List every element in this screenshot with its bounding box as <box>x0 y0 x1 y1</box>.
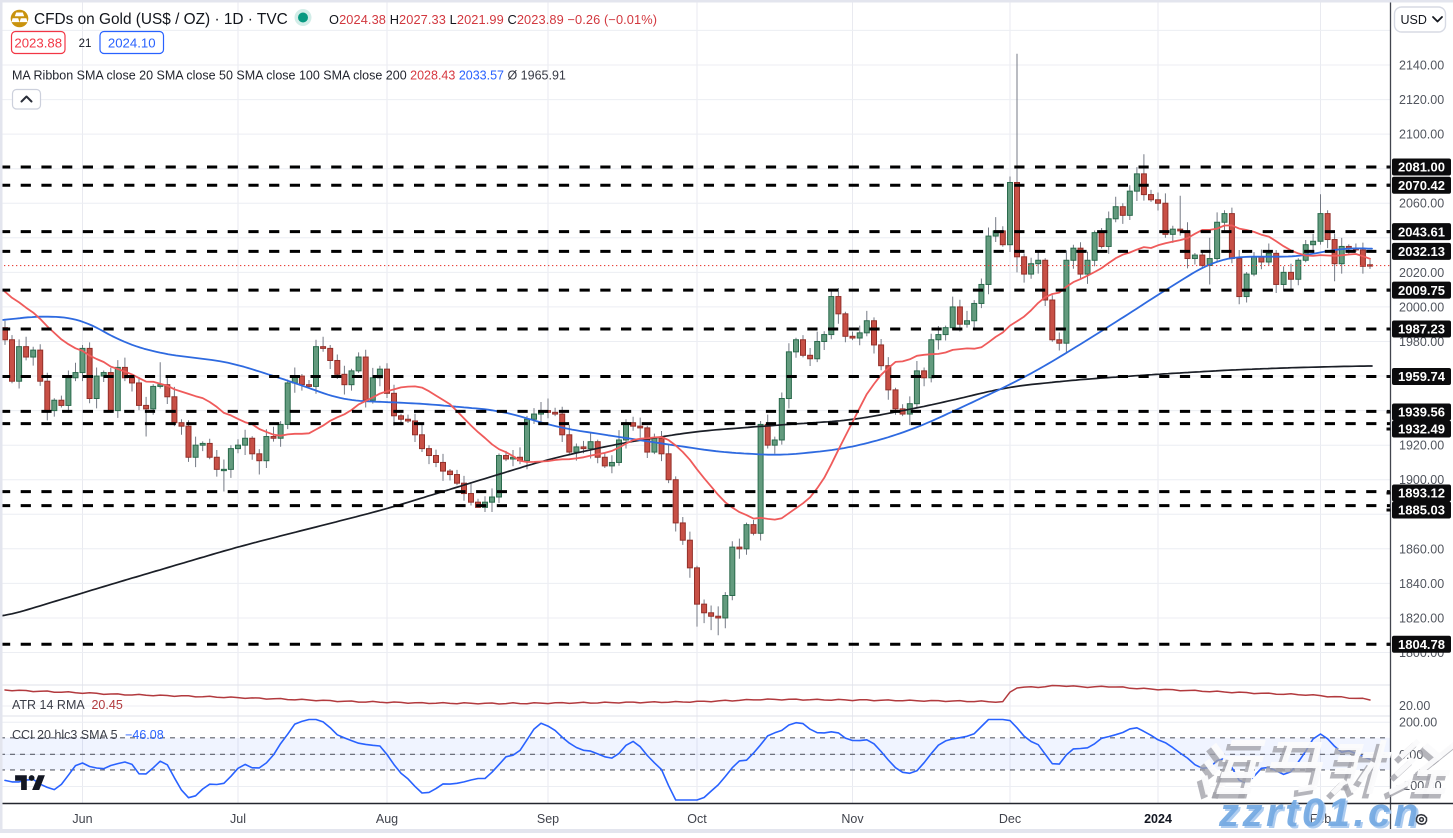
svg-text:1804.78: 1804.78 <box>1398 637 1445 652</box>
svg-text:2060.00: 2060.00 <box>1399 197 1444 211</box>
svg-text:2009.75: 2009.75 <box>1398 283 1445 298</box>
svg-text:2100.00: 2100.00 <box>1399 128 1444 142</box>
svg-text:2140.00: 2140.00 <box>1399 59 1444 73</box>
svg-text:ATR 14 RMA 20.45: ATR 14 RMA 20.45 <box>12 698 123 712</box>
svg-text:CFDs on Gold (US$ / OZ) · 1D ·: CFDs on Gold (US$ / OZ) · 1D · TVC <box>34 11 288 28</box>
svg-text:Oct: Oct <box>687 812 707 826</box>
svg-text:1980.00: 1980.00 <box>1399 335 1444 349</box>
svg-text:1820.00: 1820.00 <box>1399 612 1444 626</box>
svg-text:USD: USD <box>1401 13 1427 27</box>
svg-text:Jun: Jun <box>72 812 92 826</box>
svg-text:Nov: Nov <box>841 812 864 826</box>
svg-text:1987.23: 1987.23 <box>1398 322 1445 337</box>
svg-text:Feb: Feb <box>1310 812 1332 826</box>
svg-text:2023.88: 2023.88 <box>14 36 62 51</box>
svg-text:CCI 20 hlc3 SMA 5 −46.08: CCI 20 hlc3 SMA 5 −46.08 <box>12 728 164 742</box>
svg-text:Aug: Aug <box>376 812 398 826</box>
svg-text:1860.00: 1860.00 <box>1399 542 1444 556</box>
svg-text:1939.56: 1939.56 <box>1398 405 1445 420</box>
svg-text:Dec: Dec <box>999 812 1021 826</box>
svg-text:2120.00: 2120.00 <box>1399 93 1444 107</box>
svg-text:2024: 2024 <box>1144 812 1172 826</box>
svg-text:200.00: 200.00 <box>1399 716 1437 730</box>
svg-text:O2024.38 H2027.33 L2021.99 C20: O2024.38 H2027.33 L2021.99 C2023.89 −0.2… <box>329 12 657 27</box>
svg-text:21: 21 <box>79 38 92 50</box>
svg-text:1885.03: 1885.03 <box>1398 503 1445 518</box>
svg-text:2024.10: 2024.10 <box>108 36 156 51</box>
svg-text:Jul: Jul <box>230 812 246 826</box>
svg-text:1840.00: 1840.00 <box>1399 577 1444 591</box>
svg-text:1893.12: 1893.12 <box>1398 486 1445 501</box>
svg-text:MA Ribbon SMA close 20 SMA clo: MA Ribbon SMA close 20 SMA close 50 SMA … <box>12 69 566 83</box>
svg-text:2032.13: 2032.13 <box>1398 244 1445 259</box>
svg-text:zzrt01.cn: zzrt01.cn <box>1218 791 1422 833</box>
svg-text:2070.42: 2070.42 <box>1398 178 1445 193</box>
svg-text:2020.00: 2020.00 <box>1399 266 1444 280</box>
svg-text:1900.00: 1900.00 <box>1399 473 1444 487</box>
svg-text:2081.00: 2081.00 <box>1398 160 1445 175</box>
svg-text:Sep: Sep <box>537 812 559 826</box>
svg-text:2043.61: 2043.61 <box>1398 224 1445 239</box>
svg-text:20.00: 20.00 <box>1399 699 1430 713</box>
svg-text:1920.00: 1920.00 <box>1399 439 1444 453</box>
svg-text:1959.74: 1959.74 <box>1398 369 1446 384</box>
svg-text:2000.00: 2000.00 <box>1399 300 1444 314</box>
svg-text:1932.49: 1932.49 <box>1398 422 1445 437</box>
